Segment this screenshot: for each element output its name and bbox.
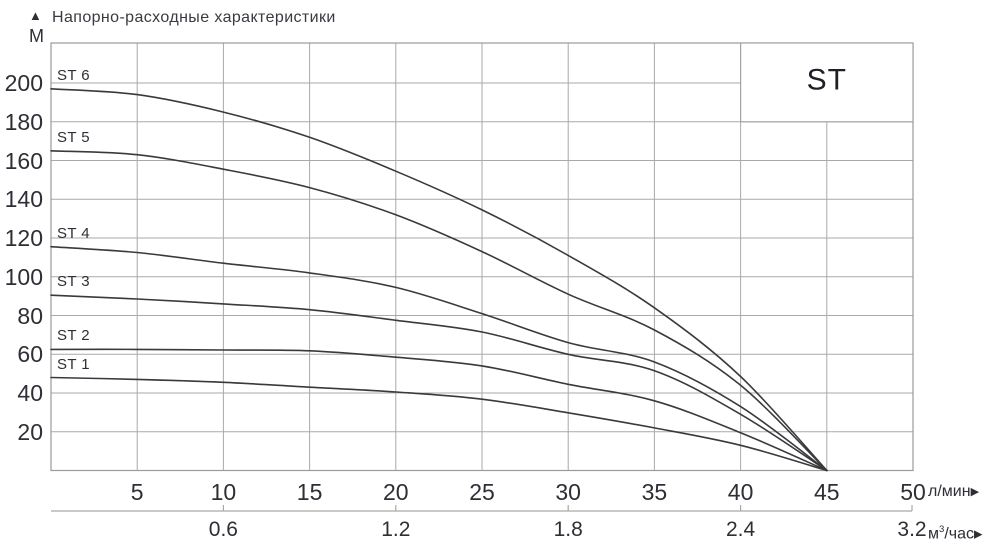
pump-curve-st-2 [50,348,828,472]
secondary-x-axis-unit-label: м3/час▶ [928,524,983,543]
secondary-x-tick-label: 0.6 [208,518,238,541]
y-tick-label: 80 [17,302,43,329]
secondary-x-tick-label: 1.2 [381,518,411,541]
y-tick-label: 140 [4,186,43,213]
x-tick-label: 25 [469,479,495,505]
right-arrow-icon: ▶ [974,528,983,541]
pump-curve-st-4 [50,245,828,472]
superscript-3: 3 [939,524,945,535]
y-axis-arrow-icon: ▲ [29,8,42,23]
right-arrow-icon: ▶ [970,486,980,498]
secondary-x-tick-label: 2.4 [725,518,756,541]
x-tick-label: 45 [814,479,840,505]
y-axis-unit-label: М [29,26,44,46]
x-tick-label: 10 [210,479,237,505]
series-family-box [739,42,914,123]
secondary-x-tick-label: 3.2 [897,518,927,541]
y-tick-label: 120 [4,225,43,251]
x-tick-label: 30 [555,479,581,505]
y-tick-label: 20 [17,418,43,445]
x-tick-label: 15 [296,479,323,505]
y-tick-label: 160 [4,147,43,174]
curve-label-st-2: ST 2 [57,327,91,345]
y-tick-label: 40 [17,380,43,406]
plot-frame [50,42,914,472]
y-tick-label: 60 [17,341,43,368]
pump-curve-st-1 [50,376,828,472]
secondary-x-tick-label: 1.8 [553,518,583,541]
x-axis-unit-label: л/мин▶ [928,483,980,500]
y-tick-label: 100 [4,263,43,290]
x-tick-label: 40 [727,479,754,505]
curve-label-st-3: ST 3 [57,273,91,291]
x-tick-label: 50 [900,479,926,505]
pump-curve-st-6 [50,88,828,472]
curve-label-st-1: ST 1 [57,355,91,373]
y-tick-label: 180 [4,108,43,135]
series-family-label: ST [806,64,847,98]
curve-label-st-6: ST 6 [57,66,91,84]
x-tick-label: 35 [641,479,668,505]
x-tick-label: 20 [383,479,409,505]
curve-label-st-4: ST 4 [57,224,91,242]
curve-label-st-5: ST 5 [57,128,91,146]
chart-title: Напорно-расходные характеристики [52,9,336,26]
y-tick-label: 200 [4,70,43,96]
pump-curve-st-3 [50,294,828,472]
x-tick-label: 5 [130,479,144,505]
pump-curve-st-5 [50,150,828,472]
